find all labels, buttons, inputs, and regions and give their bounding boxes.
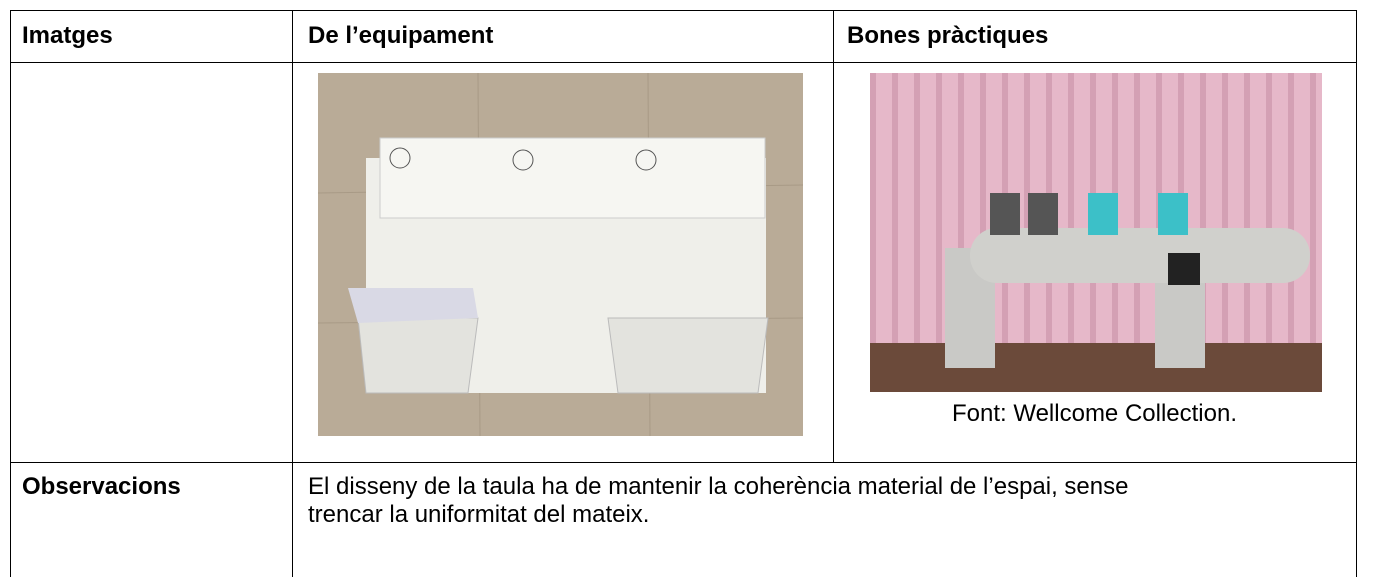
photo-good-practice: [870, 73, 1322, 392]
border: [833, 10, 834, 462]
header-cell: De l’equipament: [308, 22, 494, 49]
photo-caption: Font: Wellcome Collection.: [952, 400, 1237, 427]
border: [10, 62, 1357, 63]
photo-equipment: [318, 73, 803, 436]
border: [1356, 10, 1357, 577]
border: [10, 462, 1357, 463]
header-cell: Bones pràctiques: [847, 22, 1049, 49]
row-text: El disseny de la taula ha de mantenir la…: [308, 473, 1129, 528]
row-label: Observacions: [22, 473, 181, 500]
border: [10, 10, 1357, 11]
border: [292, 10, 293, 577]
header-cell: Imatges: [22, 22, 113, 49]
border: [10, 10, 11, 577]
